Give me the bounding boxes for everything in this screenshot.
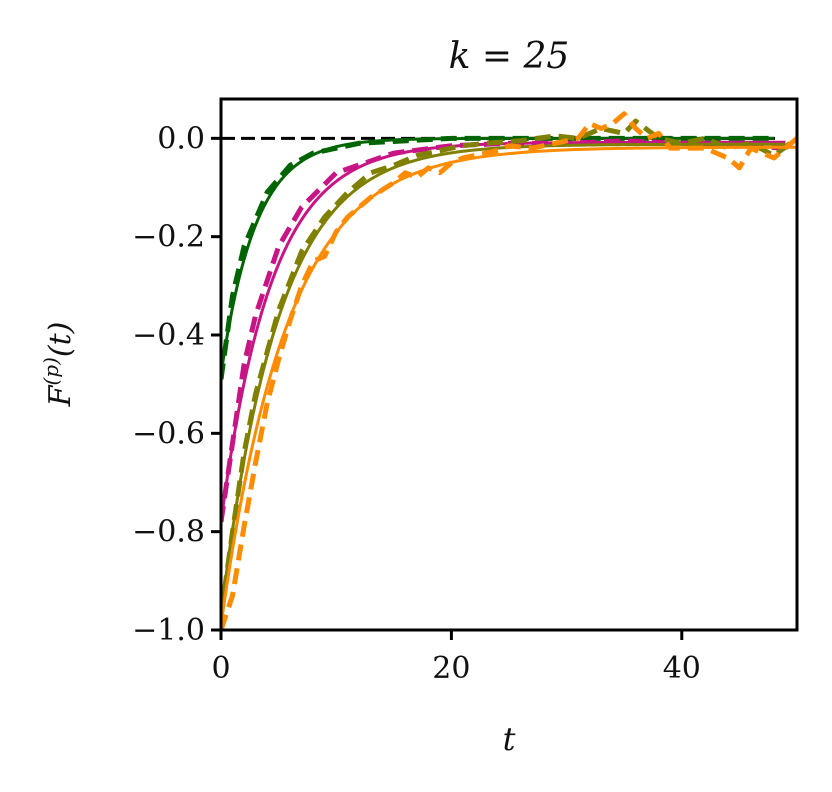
y-axis-label-sup: (p) [39, 357, 63, 385]
y-tick-label: −1.0 [132, 613, 205, 648]
series-line-6-dashed [221, 118, 797, 616]
series-line-8-dashed [221, 111, 797, 630]
x-tick-label: 40 [663, 651, 701, 686]
series-line-4-dashed [221, 138, 786, 523]
ticks-layer: 0 20 40 0.0 −0.2 −0.4 −0.6 −0.8 −1.0 [132, 121, 701, 686]
series-line-5-solid [221, 142, 786, 616]
x-axis-label: t [503, 720, 516, 758]
series-line-3-solid [221, 140, 786, 523]
chart-title: k = 25 [449, 36, 570, 77]
series-line-2-dashed [221, 135, 774, 380]
y-tick-label: −0.4 [132, 318, 205, 353]
x-tick-label: 0 [211, 651, 230, 686]
y-tick-label: −0.2 [132, 220, 205, 255]
y-tick-label: 0.0 [157, 121, 205, 156]
y-tick-label: −0.6 [132, 416, 205, 451]
y-axis-label: F(p)(t) [39, 322, 78, 408]
series-layer [221, 111, 797, 630]
y-axis-label-f: F [43, 384, 78, 407]
x-tick-label: 20 [432, 651, 470, 686]
y-tick-label: −0.8 [132, 515, 205, 550]
series-line-7-solid [221, 145, 797, 626]
plot-frame [219, 97, 799, 632]
y-axis-label-arg: (t) [43, 322, 78, 357]
